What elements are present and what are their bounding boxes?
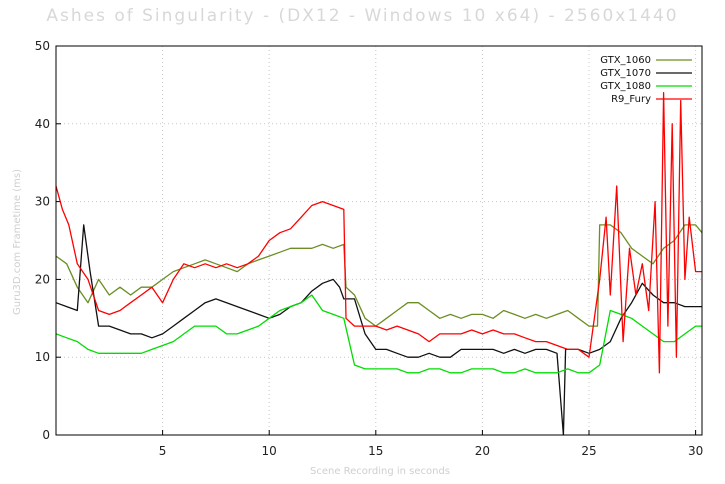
y-tick-label: 20 xyxy=(35,272,50,286)
plot-frame xyxy=(55,45,703,436)
x-tick-label: 30 xyxy=(688,444,703,458)
legend-label: R9_Fury xyxy=(611,94,651,105)
series-line-gtx-1070 xyxy=(55,224,702,436)
legend-label: GTX_1080 xyxy=(600,81,651,92)
legend-label: GTX_1070 xyxy=(600,68,651,79)
grid-lines xyxy=(56,46,702,435)
x-tick-label: 20 xyxy=(475,444,490,458)
y-tick-label: 50 xyxy=(35,39,50,53)
series-line-gtx-1080 xyxy=(55,294,702,374)
x-tick-label: 25 xyxy=(581,444,596,458)
x-tick-label: 15 xyxy=(368,444,383,458)
series-layer xyxy=(55,92,703,436)
x-axis-label: Scene Recording in seconds xyxy=(309,466,451,477)
x-tick-label: 5 xyxy=(159,444,167,458)
series-line-gtx-1060 xyxy=(55,224,703,327)
series-line-r9-fury xyxy=(55,92,702,374)
y-tick-label: 30 xyxy=(35,195,50,209)
legend: GTX_1060 GTX_1070 GTX_1080 R9_Fury xyxy=(600,55,692,105)
y-tick-label: 0 xyxy=(42,428,50,442)
y-tick-label: 40 xyxy=(35,117,50,131)
y-axis-ticks: 0 10 20 30 40 50 xyxy=(35,39,61,442)
chart-title: Ashes of Singularity - (DX12 - Windows 1… xyxy=(46,6,679,26)
y-tick-label: 10 xyxy=(35,350,50,364)
legend-label: GTX_1060 xyxy=(600,55,651,66)
x-tick-label: 10 xyxy=(262,444,277,458)
x-axis-ticks: 5 10 15 20 25 30 xyxy=(159,430,703,458)
